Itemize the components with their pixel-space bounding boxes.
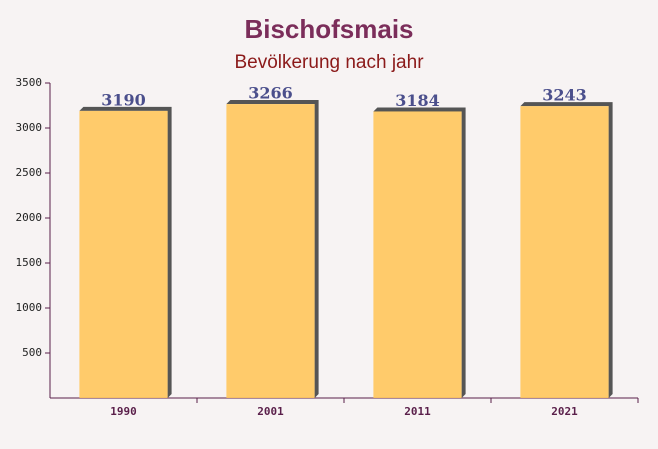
x-tick-label: 2001	[257, 405, 284, 418]
bar	[520, 106, 609, 398]
value-label: 3243	[542, 86, 587, 105]
value-label: 3184	[395, 91, 440, 110]
y-tick-label: 1500	[16, 256, 43, 269]
x-tick-label: 2021	[551, 405, 578, 418]
bar	[373, 111, 462, 398]
bar	[79, 110, 168, 399]
x-tick-label: 2011	[404, 405, 431, 418]
y-tick-label: 1000	[16, 301, 43, 314]
chart-subtitle: Bevölkerung nach jahr	[234, 52, 424, 73]
chart-title: Bischofsmais	[244, 14, 413, 44]
value-label: 3190	[101, 90, 146, 109]
bar	[226, 104, 315, 398]
y-tick-label: 2500	[16, 166, 43, 179]
y-tick-label: 3500	[16, 76, 43, 89]
y-tick-label: 2000	[16, 211, 43, 224]
y-tick-label: 500	[22, 346, 42, 359]
y-tick-label: 3000	[16, 121, 43, 134]
value-label: 3266	[248, 84, 293, 103]
x-tick-label: 1990	[110, 405, 137, 418]
